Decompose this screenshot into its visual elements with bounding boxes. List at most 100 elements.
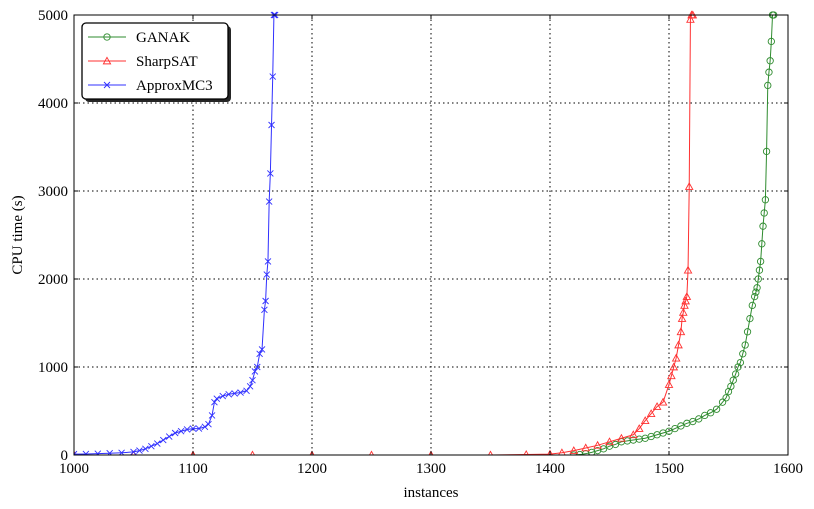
data-point-ganak (718, 398, 727, 406)
data-point-ganak (753, 284, 761, 292)
data-point-approxmc3 (262, 297, 269, 305)
data-point-ganak (767, 37, 775, 46)
data-point-sharpsat (593, 440, 602, 449)
legend-marker-approxmc3 (103, 81, 111, 89)
x-tick-label: 1600 (773, 461, 803, 477)
data-point-approxmc3 (183, 426, 191, 433)
data-point-ganak (727, 382, 735, 391)
series-approxmc3 (74, 11, 279, 455)
data-point-sharpsat (684, 182, 694, 190)
legend-label-sharpsat: SharpSAT (136, 54, 198, 70)
data-point-sharpsat (558, 448, 566, 455)
data-point-approxmc3 (142, 445, 149, 453)
data-point-ganak (731, 370, 740, 378)
data-point-ganak (689, 417, 697, 426)
data-point-approxmc3 (136, 447, 143, 454)
data-point-sharpsat (605, 437, 614, 446)
data-point-sharpsat (569, 446, 579, 454)
data-point-ganak (756, 257, 765, 266)
x-tick-label: 1100 (178, 461, 207, 477)
data-point-approxmc3 (201, 423, 209, 431)
data-point-approxmc3 (263, 271, 271, 278)
data-point-sharpsat (617, 433, 626, 442)
data-point-approxmc3 (94, 450, 102, 455)
data-point-ganak (671, 424, 679, 433)
data-point-sharpsat (682, 292, 692, 300)
data-point-approxmc3 (258, 346, 266, 353)
data-point-sharpsat (523, 450, 529, 455)
data-point-ganak (758, 240, 766, 248)
data-point-ganak (746, 314, 754, 323)
data-point-approxmc3 (265, 198, 273, 205)
legend-marker-sharpsat (102, 56, 112, 65)
data-point-approxmc3 (253, 363, 261, 371)
data-point-sharpsat (669, 362, 679, 371)
data-point-approxmc3 (231, 390, 238, 397)
data-point-ganak (743, 328, 752, 336)
y-axis-label: CPU time (s) (10, 195, 26, 274)
x-tick-label: 1400 (535, 461, 565, 477)
data-point-approxmc3 (208, 412, 216, 419)
series-line-sharpsat (74, 14, 693, 455)
series-layer (74, 10, 778, 455)
data-point-approxmc3 (246, 383, 254, 390)
data-point-sharpsat (634, 424, 644, 432)
data-point-ganak (762, 147, 771, 156)
data-point-approxmc3 (269, 73, 277, 80)
data-point-approxmc3 (195, 425, 203, 432)
data-point-approxmc3 (225, 390, 233, 398)
axis-ticks: 1000 1100 1200 1300 1400 1500 1600010002000300… (38, 8, 803, 477)
data-point-ganak (751, 292, 759, 301)
data-point-ganak (695, 415, 703, 423)
data-point-sharpsat (658, 397, 668, 406)
data-point-sharpsat (677, 314, 687, 322)
data-point-approxmc3 (153, 440, 161, 447)
data-point-ganak (741, 341, 749, 349)
y-tick-label: 1000 (38, 360, 68, 376)
grid-lines (74, 15, 788, 455)
data-point-approxmc3 (177, 427, 185, 435)
data-point-approxmc3 (211, 398, 218, 406)
data-point-ganak (599, 445, 608, 453)
data-point-approxmc3 (243, 387, 250, 395)
data-point-ganak (739, 350, 747, 358)
series-ganak (570, 11, 778, 455)
x-tick-label: 1300 (416, 461, 446, 477)
data-point-approxmc3 (171, 429, 179, 437)
data-point-ganak (707, 409, 715, 417)
series-sharpsat (74, 10, 698, 455)
data-point-approxmc3 (261, 306, 268, 314)
data-point-ganak (748, 301, 756, 310)
data-point-approxmc3 (256, 350, 263, 358)
legend-marker-ganak (103, 33, 111, 41)
data-point-approxmc3 (213, 395, 221, 402)
x-tick-label: 1200 (297, 461, 327, 477)
series-line-ganak (573, 14, 774, 455)
data-point-ganak (759, 222, 767, 230)
data-point-approxmc3 (268, 121, 275, 129)
y-tick-label: 2000 (38, 272, 68, 288)
data-point-approxmc3 (189, 425, 197, 432)
data-point-ganak (677, 422, 685, 430)
legend: GANAK SharpSAT ApproxMC3 (81, 22, 231, 102)
y-tick-label: 3000 (38, 184, 68, 200)
data-point-ganak (734, 363, 742, 371)
y-tick-label: 5000 (38, 8, 68, 24)
data-point-sharpsat (674, 340, 683, 349)
data-point-sharpsat (546, 449, 554, 455)
data-point-sharpsat (667, 371, 676, 380)
data-point-approxmc3 (249, 376, 256, 384)
y-tick-label: 0 (61, 448, 69, 464)
data-point-sharpsat (581, 443, 591, 452)
x-axis-label: instances (404, 485, 459, 501)
data-point-sharpsat (640, 416, 650, 425)
data-point-ganak (665, 427, 673, 435)
data-point-approxmc3 (219, 392, 227, 400)
data-point-ganak (761, 196, 770, 204)
data-point-approxmc3 (74, 450, 78, 455)
data-point-sharpsat (686, 14, 695, 23)
data-point-ganak (766, 57, 774, 65)
data-point-sharpsat (680, 300, 689, 309)
x-tick-label: 1500 (654, 461, 684, 477)
